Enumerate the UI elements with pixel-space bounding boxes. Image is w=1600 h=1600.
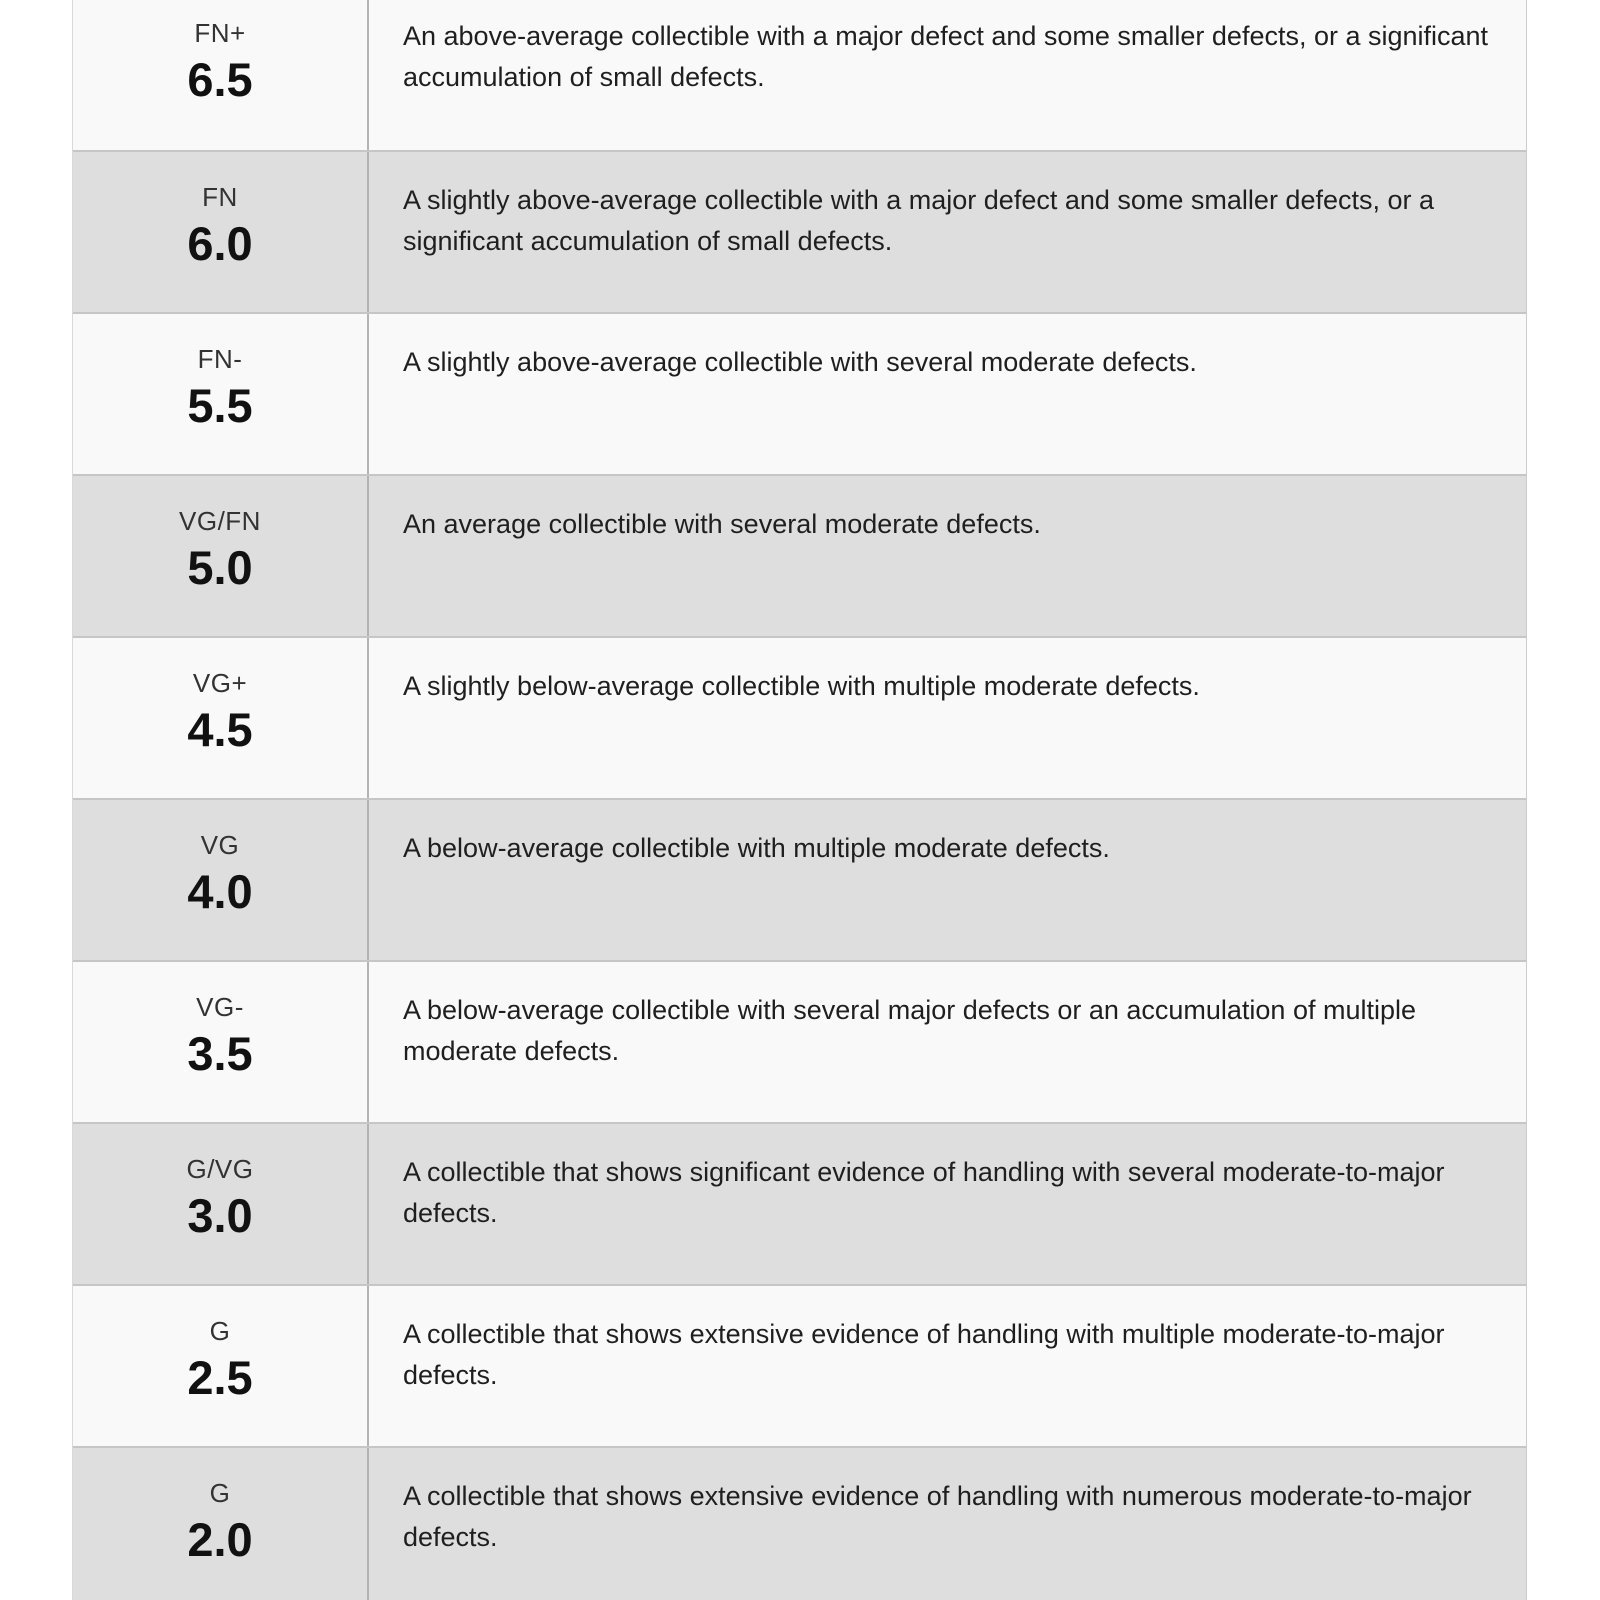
grade-label: VG/FN <box>179 506 261 536</box>
grading-scale-table: FN+ 6.5 An above-average collectible with … <box>72 0 1527 1600</box>
grade-description: A below-average collectible with multipl… <box>403 833 1110 863</box>
grade-label: G <box>209 1478 231 1508</box>
grade-label: G/VG <box>186 1154 254 1184</box>
grade-value: 3.5 <box>187 1027 253 1080</box>
grade-cell: VG 4.0 <box>73 800 369 960</box>
table-row: G 2.5 A collectible that shows extensive e… <box>73 1284 1526 1446</box>
table-row: VG- 3.5 A below-average collectible with s… <box>73 960 1526 1122</box>
grade-value: 4.0 <box>187 865 253 918</box>
table-row: FN- 5.5 A slightly above-average collectib… <box>73 312 1526 474</box>
grade-label: FN+ <box>194 18 246 48</box>
grade-cell: FN+ 6.5 <box>73 0 369 150</box>
grade-description: A collectible that shows extensive evide… <box>403 1319 1445 1390</box>
grade-description: A slightly above-average collectible wit… <box>403 185 1435 256</box>
table-row: G/VG 3.0 A collectible that shows signific… <box>73 1122 1526 1284</box>
grade-label: VG- <box>196 992 244 1022</box>
grade-value: 5.5 <box>187 379 253 432</box>
grade-value: 6.5 <box>187 53 253 106</box>
grade-description: A collectible that shows significant evi… <box>403 1157 1445 1228</box>
grade-cell: G 2.5 <box>73 1286 369 1446</box>
grade-description: An above-average collectible with a majo… <box>403 21 1489 92</box>
grade-cell: VG+ 4.5 <box>73 638 369 798</box>
grade-cell: G 2.0 <box>73 1448 369 1600</box>
grade-label: FN <box>202 182 238 212</box>
grade-label: VG+ <box>192 668 248 698</box>
table-row: FN+ 6.5 An above-average collectible with … <box>73 0 1526 150</box>
grade-value: 6.0 <box>187 217 253 270</box>
grade-value: 5.0 <box>187 541 253 594</box>
grade-label: FN- <box>197 344 243 374</box>
table-row: VG+ 4.5 A slightly below-average collectib… <box>73 636 1526 798</box>
grade-label: VG <box>200 830 240 860</box>
grade-cell: G/VG 3.0 <box>73 1124 369 1284</box>
grade-description: A slightly above-average collectible wit… <box>403 347 1197 377</box>
table-row: FN 6.0 A slightly above-average collectibl… <box>73 150 1526 312</box>
grade-description: A collectible that shows extensive evide… <box>403 1481 1472 1552</box>
grade-value: 2.5 <box>187 1351 253 1404</box>
grade-cell: FN 6.0 <box>73 152 369 312</box>
grade-value: 3.0 <box>187 1189 253 1242</box>
table-row: VG 4.0 A below-average collectible with mu… <box>73 798 1526 960</box>
grade-cell: VG/FN 5.0 <box>73 476 369 636</box>
grade-value: 4.5 <box>187 703 253 756</box>
table-row: VG/FN 5.0 An average collectible with seve… <box>73 474 1526 636</box>
grade-cell: FN- 5.5 <box>73 314 369 474</box>
grade-value: 2.0 <box>187 1513 253 1566</box>
grade-cell: VG- 3.5 <box>73 962 369 1122</box>
grade-description: An average collectible with several mode… <box>403 509 1041 539</box>
grade-label: G <box>209 1316 231 1346</box>
grade-description: A slightly below-average collectible wit… <box>403 671 1200 701</box>
table-row: G 2.0 A collectible that shows extensive e… <box>73 1446 1526 1600</box>
grade-description: A below-average collectible with several… <box>403 995 1417 1066</box>
